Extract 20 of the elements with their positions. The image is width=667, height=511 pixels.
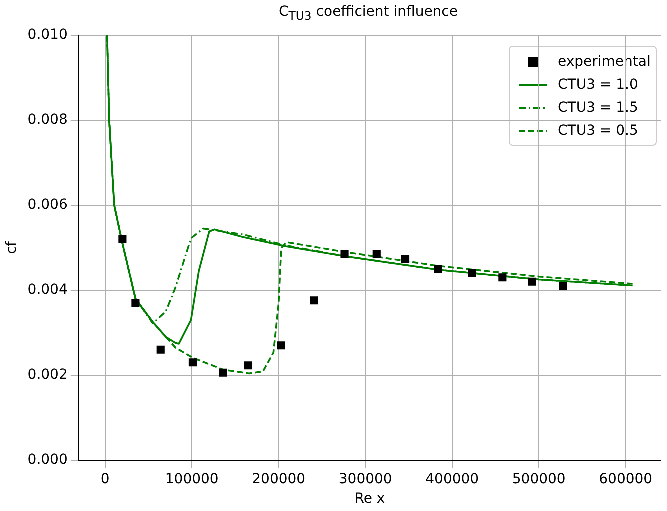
x-tick-label: 500000: [512, 471, 566, 488]
x-tick-label: 200000: [252, 471, 306, 488]
x-axis-title: Re x: [354, 491, 386, 508]
x-tick-label: 400000: [426, 471, 480, 488]
x-tick-label: 600000: [599, 471, 653, 488]
y-tick-label: 0.010: [28, 27, 68, 44]
chart-title: C$_{TU3}$ coefficient influence: [278, 3, 459, 24]
x-tick-label: 300000: [338, 471, 392, 488]
legend-label: CTU3 = 0.5: [558, 122, 638, 139]
legend-label: experimental: [558, 54, 651, 70]
legend-label: CTU3 = 1.5: [558, 100, 638, 116]
y-axis-title: cf: [4, 240, 20, 254]
y-tick-label: 0.008: [28, 112, 68, 128]
y-tick-label: 0.004: [28, 282, 68, 298]
x-tick-label: 0: [100, 471, 110, 488]
legend-label: CTU3 = 1.0: [558, 76, 638, 93]
y-tick-label: 0.000: [28, 452, 68, 468]
y-tick-label: 0.002: [28, 367, 68, 384]
y-tick-label: 0.006: [28, 197, 68, 214]
x-tick-label: 100000: [165, 471, 219, 488]
